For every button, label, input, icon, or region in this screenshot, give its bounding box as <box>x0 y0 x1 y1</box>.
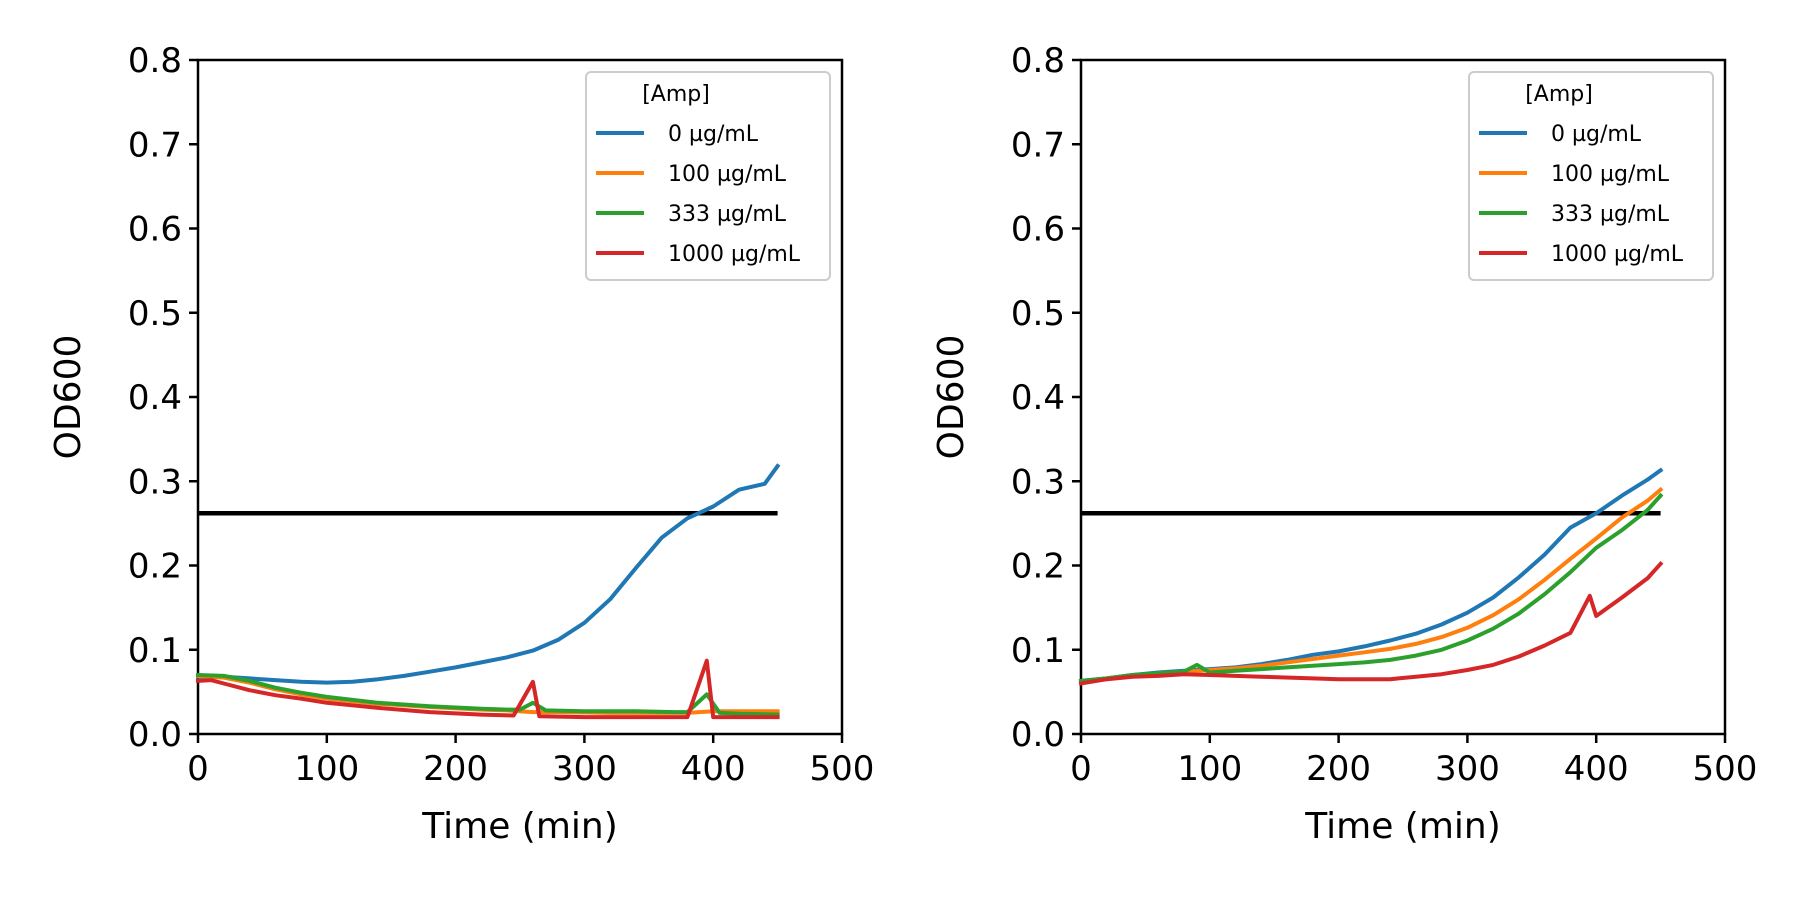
legend-entry: 333 µg/mL <box>1551 202 1670 227</box>
y-tick-label: 0.7 <box>1011 125 1065 165</box>
chart-panel-1: 0 100 200 300 400 500 0.0 0.1 0.2 0.3 0.4 0.5 0.6 0.7… <box>48 41 874 847</box>
y-tick-label: 0.7 <box>128 125 182 165</box>
series-line-2 <box>1078 486 1664 684</box>
x-tick-label: 0 <box>187 749 209 789</box>
x-tick-label: 200 <box>1306 749 1371 789</box>
legend-entry: 0 µg/mL <box>668 122 759 147</box>
y-tick-label: 0.0 <box>1011 715 1065 755</box>
legend-title: [Amp] <box>1525 82 1593 107</box>
legend-entry: 0 µg/mL <box>1551 122 1642 147</box>
y-tick-label: 0.4 <box>128 378 182 418</box>
x-tick-label: 500 <box>1693 749 1758 789</box>
series-line-4 <box>195 658 780 720</box>
series-line-3 <box>1078 492 1664 684</box>
series-line-1 <box>1078 467 1664 684</box>
legend: [Amp] 0 µg/mL 100 µg/mL 333 µg/mL 1000 µg/mL <box>585 71 831 281</box>
legend-entry: 100 µg/mL <box>1551 162 1670 187</box>
y-axis-label: OD600 <box>48 335 89 460</box>
legend-title: [Amp] <box>642 82 710 107</box>
legend-entry: 1000 µg/mL <box>668 242 801 267</box>
x-tick-label: 400 <box>1564 749 1629 789</box>
x-tick-label: 400 <box>681 749 746 789</box>
legend-entry: 1000 µg/mL <box>1551 242 1684 267</box>
y-tick-label: 0.1 <box>128 631 182 671</box>
x-tick-label: 100 <box>1177 749 1242 789</box>
x-tick-label: 100 <box>294 749 359 789</box>
y-tick-label: 0.2 <box>128 547 182 587</box>
legend-box <box>585 71 831 281</box>
y-tick-label: 0.6 <box>1011 210 1065 250</box>
legend-entry: 100 µg/mL <box>668 162 787 187</box>
legend-entry: 333 µg/mL <box>668 202 787 227</box>
x-tick-label: 300 <box>552 749 617 789</box>
chart-panel-2: 0 100 200 300 400 500 0.0 0.1 0.2 0.3 0.4 0.5 0.6 0.7… <box>931 41 1757 847</box>
x-tick-label: 0 <box>1070 749 1092 789</box>
y-tick-label: 0.4 <box>1011 378 1065 418</box>
series-line-1 <box>196 463 781 685</box>
y-tick-label: 0.8 <box>1011 41 1065 81</box>
legend-box <box>1468 71 1714 281</box>
x-tick-label: 500 <box>810 749 875 789</box>
series-line-4 <box>1078 560 1664 686</box>
y-tick-label: 0.5 <box>1011 294 1065 334</box>
x-tick-label: 300 <box>1435 749 1500 789</box>
y-tick-label: 0.0 <box>128 715 182 755</box>
y-tick-label: 0.8 <box>128 41 182 81</box>
x-tick-label: 200 <box>423 749 488 789</box>
y-tick-label: 0.3 <box>1011 462 1065 502</box>
y-tick-label: 0.1 <box>1011 631 1065 671</box>
y-tick-label: 0.5 <box>128 294 182 334</box>
x-axis-label: Time (min) <box>421 806 618 847</box>
y-tick-label: 0.2 <box>1011 547 1065 587</box>
x-axis-label: Time (min) <box>1304 806 1501 847</box>
legend: [Amp] 0 µg/mL 100 µg/mL 333 µg/mL 1000 µg/mL <box>1468 71 1714 281</box>
y-tick-label: 0.6 <box>128 210 182 250</box>
y-axis-label: OD600 <box>931 335 972 460</box>
y-tick-label: 0.3 <box>128 462 182 502</box>
series-line-3 <box>195 672 780 717</box>
